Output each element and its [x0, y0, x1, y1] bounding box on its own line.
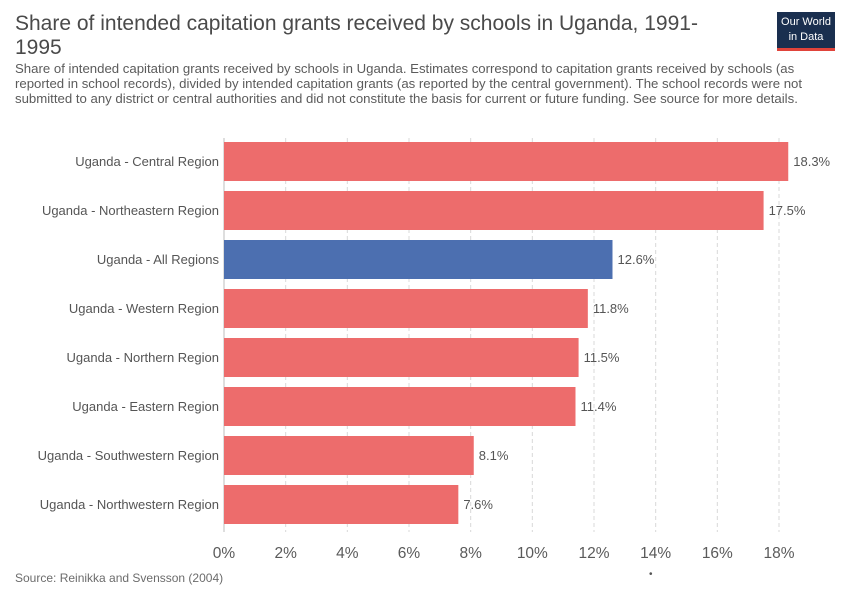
category-label: Uganda - Western Region — [69, 301, 219, 316]
category-label: Uganda - Southwestern Region — [38, 448, 219, 463]
x-tick-label: 6% — [398, 545, 421, 562]
value-label: 8.1% — [479, 448, 509, 463]
x-tick-label: 0% — [213, 545, 236, 562]
category-label: Uganda - Eastern Region — [72, 399, 219, 414]
value-label: 12.6% — [618, 252, 655, 267]
bar[interactable] — [224, 142, 789, 181]
category-label: Uganda - All Regions — [97, 252, 220, 267]
bar[interactable] — [224, 338, 579, 377]
value-label: 11.4% — [581, 399, 617, 414]
labels: 0% 2% 4% 6% 8% 10% 12% 14% 16% 18% Uganda - Centra… — [38, 154, 831, 562]
category-label: Uganda - Central Region — [75, 154, 219, 169]
x-tick-label: 12% — [578, 545, 609, 562]
chart-subtitle: Share of intended capitation grants rece… — [15, 61, 803, 106]
category-label: Uganda - Northwestern Region — [40, 497, 219, 512]
bar[interactable] — [224, 191, 764, 230]
x-tick-label: 2% — [274, 545, 297, 562]
bar[interactable] — [224, 289, 588, 328]
value-label: 17.5% — [769, 203, 806, 218]
chart-title: Share of intended capitation grants rece… — [15, 12, 698, 59]
x-tick-label: 16% — [702, 545, 733, 562]
value-label: 18.3% — [793, 154, 830, 169]
x-tick-label: 8% — [459, 545, 482, 562]
x-tick-label: 18% — [763, 545, 794, 562]
bar[interactable] — [224, 387, 576, 426]
bar[interactable] — [224, 485, 459, 524]
logo-line-2: in Data — [788, 31, 824, 43]
x-tick-label: 14% — [640, 545, 671, 562]
footer-dot: • — [649, 569, 653, 580]
bars — [224, 142, 789, 524]
category-label: Uganda - Northern Region — [67, 350, 219, 365]
value-label: 7.6% — [463, 497, 493, 512]
x-tick-label: 4% — [336, 545, 359, 562]
source-note[interactable]: Source: Reinikka and Svensson (2004) — [15, 571, 224, 585]
value-label: 11.8% — [593, 301, 629, 316]
value-label: 11.5% — [584, 350, 620, 365]
category-label: Uganda - Northeastern Region — [42, 203, 219, 218]
bar[interactable] — [224, 436, 474, 475]
bar[interactable] — [224, 240, 613, 279]
owid-logo[interactable]: Our World in Data — [777, 12, 835, 51]
x-tick-label: 10% — [517, 545, 548, 562]
logo-line-1: Our World — [781, 16, 831, 28]
